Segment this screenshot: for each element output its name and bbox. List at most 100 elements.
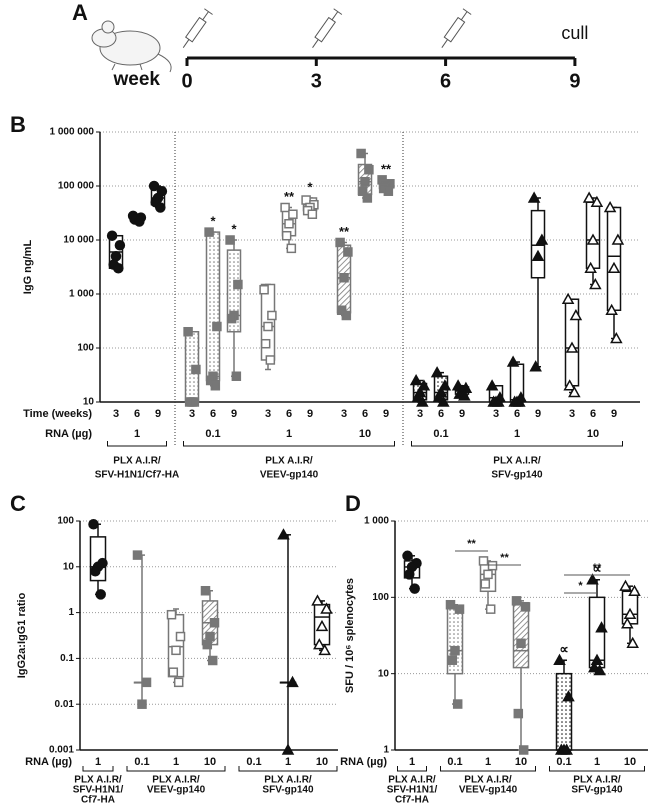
data-point: [568, 385, 581, 398]
row-label: RNA (µg): [45, 428, 92, 440]
time-label: 3: [569, 408, 575, 420]
data-point: [383, 186, 394, 196]
y-tick-label: 100: [372, 592, 389, 603]
data-point: [603, 200, 617, 213]
data-point: [168, 667, 179, 677]
data-point: [584, 261, 597, 273]
y-tick-label: 0.1: [60, 653, 74, 664]
data-point: [535, 233, 549, 245]
data-point: [106, 230, 118, 241]
data-point: [458, 389, 471, 401]
data-point: [450, 645, 460, 656]
group-label: SFV-gp140: [571, 785, 623, 796]
data-point: [265, 355, 276, 365]
data-point: [356, 148, 366, 159]
data-point: [267, 310, 277, 321]
data-point: [183, 326, 193, 337]
y-axis-label: IgG ng/mL: [22, 240, 34, 295]
row-label: RNA (µg): [340, 756, 387, 768]
syringe-needle: [182, 39, 190, 48]
annotation: *: [231, 221, 237, 236]
dose-label: 1: [485, 756, 491, 768]
data-point: [447, 655, 458, 665]
y-tick-label: 100: [77, 343, 94, 354]
y-axis-label: IgG2a:IgG1 ratio: [16, 592, 28, 678]
significance-label: *: [578, 580, 583, 592]
data-point: [212, 321, 222, 332]
y-axis-label: SFU / 10⁶ splenocytes: [344, 578, 356, 693]
data-point: [520, 602, 531, 612]
box-iqr: [205, 231, 221, 382]
data-point: [307, 209, 318, 219]
dose-label: 0.1: [447, 756, 462, 768]
dose-label: 0.1: [556, 756, 571, 768]
y-tick-label: 10: [378, 668, 390, 679]
data-point: [623, 607, 637, 620]
data-point: [191, 364, 201, 375]
group-label: PLX A.I.R/: [264, 775, 312, 786]
syringe-plunger: [331, 11, 339, 21]
data-point: [134, 216, 145, 227]
data-point: [259, 284, 269, 295]
dose-label: 1: [285, 756, 291, 768]
data-point: [280, 202, 290, 213]
group-bracket: [238, 766, 338, 772]
data-point: [438, 379, 452, 391]
dose-label: 1: [134, 428, 140, 440]
annotation: **: [381, 161, 392, 176]
data-point: [141, 677, 152, 688]
data-point: [561, 292, 575, 304]
group-bracket: [82, 766, 114, 772]
data-point: [263, 321, 273, 332]
time-label: 6: [134, 408, 140, 420]
time-label: 3: [265, 408, 271, 420]
dose-label: 1: [514, 428, 520, 440]
data-point: [315, 619, 329, 632]
y-tick-label: 1 000: [69, 289, 94, 300]
timeline: 0 3 6 9 cull: [181, 8, 588, 92]
data-point: [516, 638, 526, 649]
data-point: [318, 643, 331, 656]
data-point: [207, 655, 218, 666]
group-label: SFV-H1N1/: [387, 785, 438, 796]
group-bracket: [397, 766, 427, 772]
group-label: PLX A.I.R/: [493, 456, 541, 467]
data-point: [445, 599, 456, 610]
data-point: [281, 743, 295, 755]
dose-label: 10: [587, 428, 599, 440]
data-point: [593, 663, 606, 676]
time-label: 6: [286, 408, 292, 420]
time-label: 6: [210, 408, 216, 420]
data-point: [506, 355, 520, 367]
data-point: [452, 699, 463, 709]
group-label: SFV-H1N1/: [73, 785, 124, 796]
data-point: [281, 230, 292, 241]
annotation: **: [339, 224, 350, 239]
box-iqr: [606, 206, 622, 312]
week-label: 9: [569, 70, 580, 92]
time-label: 9: [611, 408, 617, 420]
syringe-icon: [312, 8, 343, 48]
annotation: *: [307, 179, 313, 194]
data-point: [200, 585, 211, 596]
dose-label: 1: [95, 756, 101, 768]
group-label: VEEV-gp140: [147, 785, 206, 796]
data-point: [582, 191, 596, 203]
group-label: SFV-gp140: [491, 470, 543, 481]
group-label: PLX A.I.R/: [388, 775, 436, 786]
time-label: 9: [383, 408, 389, 420]
week-label: 3: [311, 70, 322, 92]
group-label: PLX A.I.R/: [152, 775, 200, 786]
dose-label: 0.1: [134, 756, 149, 768]
group-bracket: [440, 766, 536, 772]
annotation: *: [210, 214, 216, 229]
data-point: [563, 379, 576, 391]
y-tick-label: 1: [68, 607, 74, 618]
syringe-needle: [441, 39, 448, 48]
annotation: ∝: [559, 642, 568, 657]
data-point: [626, 636, 639, 649]
time-label: 9: [459, 408, 465, 420]
data-point: [110, 251, 122, 262]
dose-label: 10: [316, 756, 328, 768]
data-point: [284, 218, 294, 229]
